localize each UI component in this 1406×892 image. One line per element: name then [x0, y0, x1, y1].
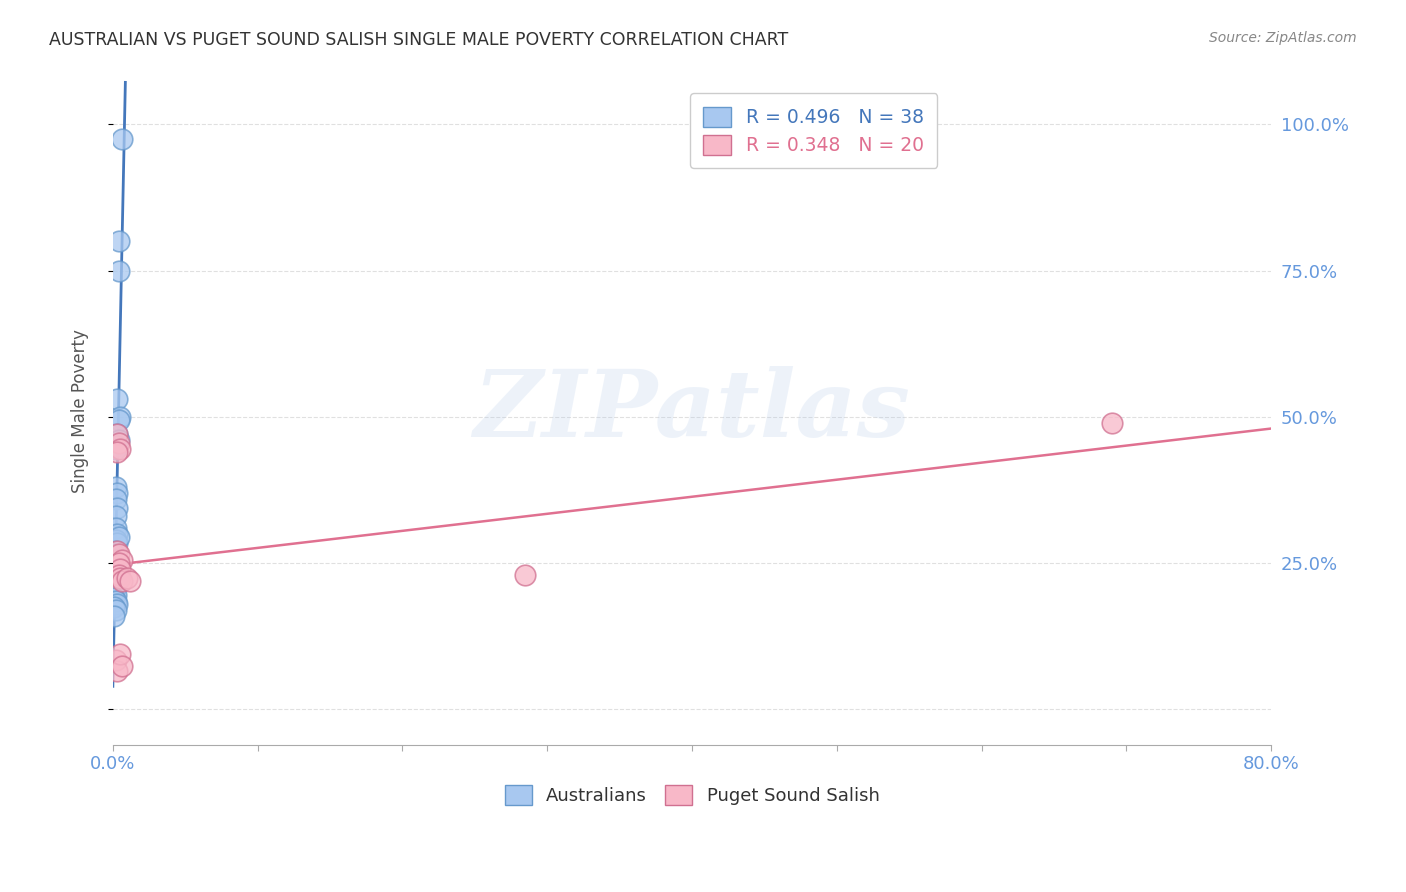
- Point: [103, 585, 125, 599]
- Point: [107, 436, 129, 450]
- Point: [107, 556, 129, 570]
- Point: [104, 603, 127, 617]
- Point: [110, 574, 132, 588]
- Point: [105, 665, 128, 679]
- Point: [108, 409, 131, 424]
- Point: [103, 574, 125, 588]
- Text: Source: ZipAtlas.com: Source: ZipAtlas.com: [1209, 31, 1357, 45]
- Point: [110, 658, 132, 673]
- Point: [110, 553, 132, 567]
- Point: [103, 567, 125, 582]
- Y-axis label: Single Male Poverty: Single Male Poverty: [72, 329, 89, 493]
- Point: [105, 500, 128, 515]
- Point: [105, 544, 128, 558]
- Point: [104, 442, 127, 456]
- Point: [104, 571, 127, 585]
- Point: [104, 533, 127, 547]
- Point: [108, 442, 131, 456]
- Point: [107, 235, 129, 249]
- Point: [1101, 416, 1123, 430]
- Point: [104, 480, 127, 494]
- Point: [107, 530, 129, 544]
- Point: [105, 486, 128, 500]
- Point: [103, 591, 125, 606]
- Point: [104, 521, 127, 535]
- Text: AUSTRALIAN VS PUGET SOUND SALISH SINGLE MALE POVERTY CORRELATION CHART: AUSTRALIAN VS PUGET SOUND SALISH SINGLE …: [49, 31, 789, 49]
- Point: [105, 427, 128, 442]
- Text: ZIPatlas: ZIPatlas: [474, 366, 911, 456]
- Point: [103, 608, 125, 623]
- Point: [105, 527, 128, 541]
- Point: [107, 434, 129, 448]
- Point: [108, 647, 131, 661]
- Point: [107, 567, 129, 582]
- Point: [108, 571, 131, 585]
- Point: [103, 548, 125, 562]
- Point: [105, 535, 128, 549]
- Point: [105, 597, 128, 611]
- Point: [107, 413, 129, 427]
- Point: [104, 544, 127, 558]
- Point: [515, 567, 537, 582]
- Point: [105, 562, 128, 576]
- Point: [105, 439, 128, 453]
- Point: [120, 574, 142, 588]
- Point: [104, 594, 127, 608]
- Point: [107, 263, 129, 277]
- Point: [117, 571, 139, 585]
- Point: [104, 588, 127, 602]
- Point: [104, 576, 127, 591]
- Legend: Australians, Puget Sound Salish: Australians, Puget Sound Salish: [498, 778, 887, 813]
- Point: [105, 556, 128, 570]
- Point: [104, 653, 127, 667]
- Point: [108, 562, 131, 576]
- Point: [107, 548, 129, 562]
- Point: [104, 509, 127, 524]
- Point: [103, 600, 125, 615]
- Point: [104, 580, 127, 594]
- Point: [105, 427, 128, 442]
- Point: [104, 553, 127, 567]
- Point: [104, 491, 127, 506]
- Point: [105, 445, 128, 459]
- Point: [105, 392, 128, 407]
- Point: [110, 132, 132, 146]
